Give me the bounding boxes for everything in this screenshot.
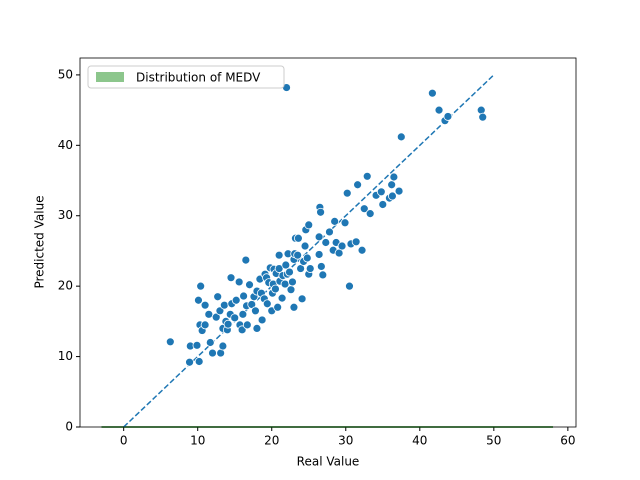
point	[394, 186, 404, 196]
point	[218, 341, 228, 351]
y-tick-label: 10	[58, 349, 73, 363]
point	[388, 191, 397, 201]
point	[318, 270, 328, 280]
point	[357, 245, 367, 255]
y-tick-label: 50	[58, 67, 73, 81]
point	[289, 302, 299, 312]
point	[476, 105, 486, 115]
y-tick-label: 0	[65, 420, 73, 434]
point	[365, 209, 375, 219]
point	[223, 319, 233, 329]
x-tick-label: 60	[560, 434, 575, 448]
point	[293, 250, 303, 260]
point	[271, 284, 280, 294]
point	[165, 337, 175, 347]
point	[351, 237, 361, 247]
legend-swatch	[96, 72, 124, 82]
point	[297, 294, 307, 304]
reference-line	[123, 74, 495, 428]
point	[238, 309, 248, 319]
point	[293, 233, 303, 243]
point	[337, 241, 347, 251]
point	[321, 238, 331, 247]
point	[305, 264, 315, 273]
point	[316, 262, 326, 271]
x-axis-label: Real Value	[297, 455, 360, 469]
point	[302, 253, 312, 263]
point	[359, 204, 369, 214]
point	[219, 300, 229, 310]
point	[378, 200, 388, 209]
point	[362, 171, 372, 181]
point	[251, 306, 260, 316]
point	[478, 112, 488, 122]
point	[396, 132, 406, 142]
point	[185, 357, 194, 367]
point	[277, 293, 287, 303]
point	[285, 267, 294, 277]
point	[213, 292, 223, 302]
point	[376, 187, 386, 197]
point	[389, 172, 399, 182]
point	[286, 285, 296, 295]
point	[353, 180, 363, 190]
point	[340, 218, 350, 228]
y-tick-label: 30	[58, 208, 73, 222]
point	[274, 264, 284, 273]
point	[234, 277, 244, 287]
x-tick-label: 30	[338, 434, 353, 448]
legend-box	[87, 65, 285, 89]
x-tick-label: 50	[486, 434, 501, 448]
point	[245, 280, 254, 290]
y-axis-label: Predicted Value	[33, 195, 47, 288]
point	[304, 220, 314, 230]
point	[208, 348, 217, 358]
point	[314, 250, 324, 259]
point	[257, 315, 267, 325]
point	[194, 295, 203, 305]
point	[194, 357, 204, 366]
point	[200, 300, 210, 310]
point	[252, 324, 262, 333]
point	[387, 180, 397, 190]
point	[330, 216, 340, 226]
point	[316, 207, 325, 217]
point	[273, 302, 283, 312]
point	[192, 340, 202, 350]
point	[196, 281, 206, 291]
x-tick-label: 40	[412, 434, 427, 448]
point	[300, 241, 310, 251]
point	[241, 255, 251, 265]
point	[281, 260, 291, 270]
point	[325, 227, 334, 237]
point	[427, 88, 437, 98]
y-tick-label: 40	[58, 138, 73, 152]
x-tick-label: 20	[264, 434, 279, 448]
point	[262, 299, 272, 309]
y-tick-label: 20	[58, 279, 73, 293]
point	[314, 232, 324, 242]
point	[231, 295, 241, 305]
point	[434, 105, 444, 115]
plot-frame	[79, 57, 577, 428]
point	[200, 320, 210, 330]
point	[239, 291, 249, 301]
x-tick-label: 0	[120, 434, 128, 448]
legend-label: Distribution of MEDV	[136, 71, 261, 85]
x-tick-label: 10	[190, 434, 205, 448]
point	[342, 188, 352, 198]
point	[345, 281, 354, 291]
point	[204, 309, 214, 319]
point	[230, 313, 240, 323]
point	[226, 273, 236, 283]
point	[242, 320, 252, 330]
point	[443, 112, 453, 121]
point	[205, 338, 215, 347]
point	[288, 277, 297, 287]
point	[274, 250, 284, 260]
